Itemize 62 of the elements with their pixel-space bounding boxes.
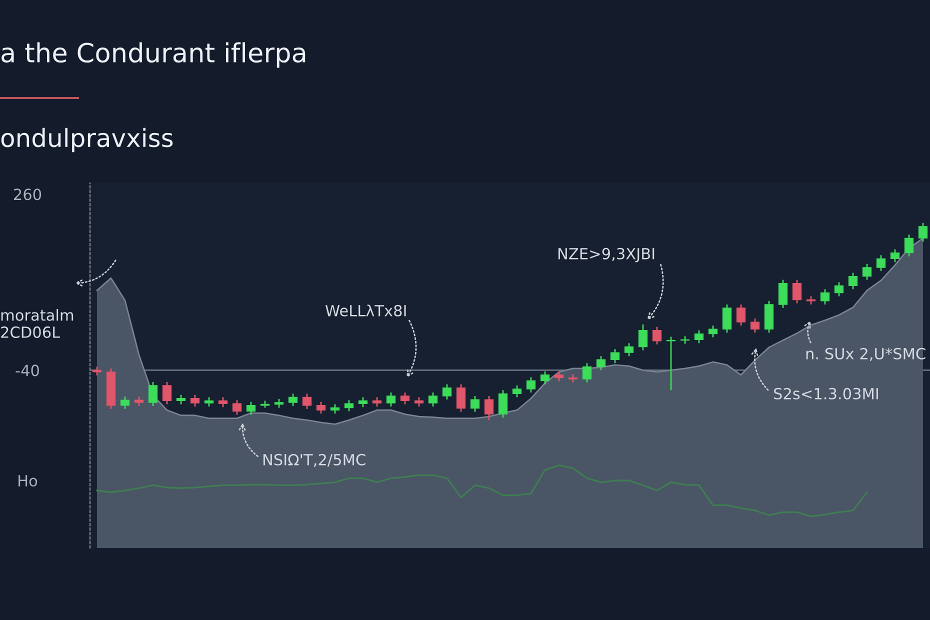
chart-subtitle: ondulpravxiss (1, 128, 173, 152)
candlestick (218, 396, 228, 408)
candlestick (148, 381, 158, 407)
candlestick (316, 401, 326, 414)
candlestick (470, 395, 480, 413)
candlestick (134, 396, 144, 407)
candlestick (638, 324, 648, 351)
candlestick (610, 348, 620, 364)
candlestick (904, 234, 914, 258)
candlestick (190, 394, 200, 408)
candlestick (736, 304, 746, 326)
candlestick (246, 401, 256, 416)
candlestick (750, 318, 760, 334)
candlestick (344, 399, 354, 412)
candlestick (540, 370, 550, 385)
annotation: NZE>9,3XJBI (558, 248, 654, 262)
candlestick (498, 389, 508, 418)
candlestick (834, 281, 844, 297)
candlestick (162, 381, 172, 405)
candlestick (596, 355, 606, 371)
candlestick (652, 326, 662, 346)
candlestick (386, 392, 396, 408)
candlestick (330, 404, 340, 414)
candlestick (288, 392, 298, 407)
candlestick (372, 396, 382, 408)
candlestick (232, 399, 242, 416)
candlestick (582, 362, 592, 384)
chart-title: a the Condurant iflerpa (2, 42, 306, 68)
text: moratalm 2CD06L (1, 309, 74, 338)
candlestick (554, 370, 564, 382)
candlestick (862, 263, 872, 281)
candlestick (694, 330, 704, 344)
candlestick (456, 384, 466, 413)
annotation: n. SUx 2,U*SMC (806, 348, 926, 361)
annotation: S2s<1.3.03MI (774, 388, 878, 400)
candlestick (848, 272, 858, 290)
candlestick (778, 279, 788, 309)
candlestick (120, 396, 130, 410)
candlestick (484, 395, 494, 421)
y-tick-label: 260 (14, 188, 42, 200)
candlestick (722, 304, 732, 334)
candlestick (358, 396, 368, 408)
candlestick (400, 392, 410, 405)
candlestick (624, 342, 634, 357)
candlestick (428, 392, 438, 408)
candlestick (708, 324, 718, 338)
candlestick (820, 288, 830, 306)
candlestick (876, 254, 886, 272)
annotation: WeLLλTx8I (326, 304, 406, 316)
candlestick (176, 394, 186, 405)
candlestick (512, 384, 522, 398)
candlestick (302, 392, 312, 410)
candlestick (442, 384, 452, 400)
candlestick (792, 279, 802, 304)
candlestick (414, 396, 424, 408)
candlestick (918, 222, 928, 242)
y-tick-label: Ho (18, 475, 38, 487)
candlestick (526, 376, 536, 394)
candlestick (204, 396, 214, 408)
annotation: NSIΩ'T,2/5MC (264, 454, 366, 467)
y-tick-label: -40 (16, 364, 39, 376)
candlestick (890, 248, 900, 263)
